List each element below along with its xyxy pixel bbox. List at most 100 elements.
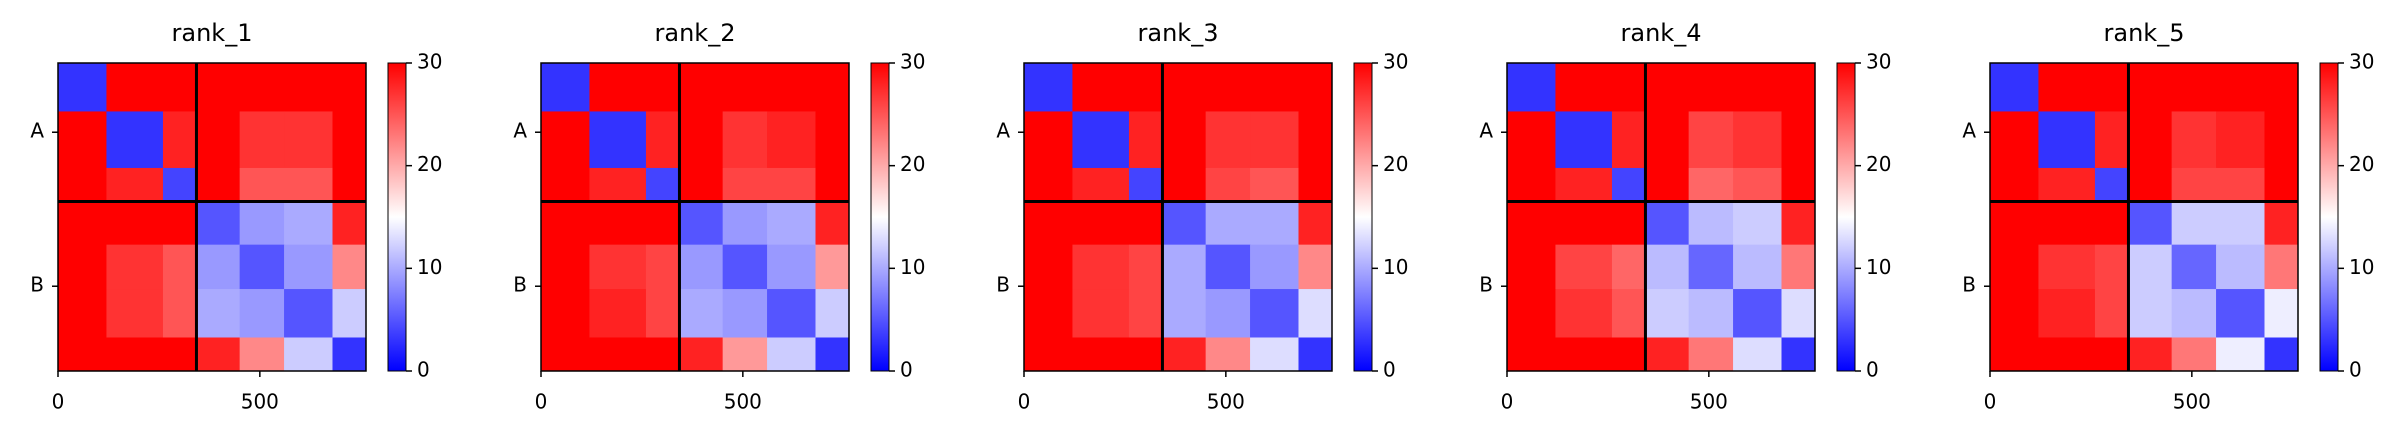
heatmap-cell [196,244,241,290]
heatmap-cell [2264,167,2299,202]
heatmap-cell [284,289,333,338]
heatmap-cell [332,111,367,169]
heatmap-cell [1611,289,1646,338]
heatmap-cell [2264,337,2299,372]
heatmap-cell [1205,63,1251,112]
heatmap-cell [2171,201,2217,246]
heatmap-cell [1205,244,1251,290]
heatmap-cell [1205,111,1251,169]
y-tick-label: B [1479,273,1493,297]
heatmap-cell [1990,201,2039,246]
heatmap-cell [1250,244,1299,290]
heatmap-cell [1781,201,1816,246]
heatmap-cell [1298,201,1333,246]
heatmap-cell [1733,111,1782,169]
heatmap-cell [1990,63,2039,112]
heatmap-cell [645,337,680,372]
heatmap-cell [1733,337,1782,372]
heatmap-cell [239,289,285,338]
heatmap-cell [1688,289,1734,338]
heatmap-cell [815,111,850,169]
heatmap-cell [1250,289,1299,338]
heatmap-cell [2038,111,2096,169]
heatmap-cell [767,244,816,290]
heatmap-cell [1298,111,1333,169]
heatmap-cell [58,244,107,290]
colorbar-tick-label: 20 [1383,152,1408,176]
colorbar-tick-label: 30 [2349,50,2374,74]
heatmap-cell [1611,63,1646,112]
heatmap-cell [2094,111,2129,169]
colorbar-tick-label: 20 [1866,152,1891,176]
heatmap-cell [1781,289,1816,338]
heatmap-cell [1250,201,1299,246]
y-tick-label: B [30,273,44,297]
heatmap-cell [239,111,285,169]
axes-frame [1989,62,2299,372]
heatmap-cell [2216,63,2265,112]
heatmap-cell [1128,201,1163,246]
heatmap-cell [2094,63,2129,112]
heatmap-cell [2264,201,2299,246]
colorbar-tick-label: 10 [2349,255,2374,279]
heatmap-cell [1611,201,1646,246]
heatmap-cell [1781,244,1816,290]
heatmap-cell [1205,201,1251,246]
heatmap-cell [722,111,768,169]
heatmap-cell [2094,167,2129,202]
colorbar-tick-label: 10 [417,255,442,279]
heatmap-cell [1298,244,1333,290]
heatmap-cell [1990,337,2039,372]
y-tick-label: B [996,273,1010,297]
x-tick-label: 500 [241,390,279,414]
heatmap-cell [589,337,647,372]
heatmap-cell [2128,289,2173,338]
heatmap-cell [1611,111,1646,169]
heatmap-cell [1688,63,1734,112]
heatmap-cell [1072,111,1130,169]
heatmap-cell [767,201,816,246]
heatmap-cell [1507,289,1556,338]
heatmap-cell [1162,167,1207,202]
heatmap-cell [58,201,107,246]
heatmap-cell [679,289,724,338]
heatmap-cell [1298,167,1333,202]
heatmap-cell [332,337,367,372]
heatmap-cell [2216,337,2265,372]
heatmap-cell [2128,201,2173,246]
heatmap-cell [767,63,816,112]
heatmap-cell [106,289,164,338]
heatmap-cell [1611,167,1646,202]
colorbar-tick-label: 0 [2349,358,2362,382]
y-tick-label: A [996,119,1010,143]
heatmap-cell [1024,289,1073,338]
heatmap-cell [239,201,285,246]
colorbar [2319,62,2339,372]
heatmap-cell [767,289,816,338]
heatmap-cell [1990,244,2039,290]
heatmap-cell [284,244,333,290]
heatmap-cell [1688,201,1734,246]
heatmap-cell [1688,111,1734,169]
heatmap-cell [196,201,241,246]
heatmap-cell [58,337,107,372]
heatmap-cell [589,111,647,169]
heatmap-cell [1990,111,2039,169]
heatmap-cell [1781,111,1816,169]
heatmap-cell [2128,244,2173,290]
heatmap-cell [1205,289,1251,338]
axes-frame [57,62,367,372]
heatmap-cell [1645,167,1690,202]
heatmap-cell [1990,289,2039,338]
heatmap-cell [1507,167,1556,202]
heatmap-cell [767,111,816,169]
heatmap-cell [2264,63,2299,112]
heatmap-cell [162,244,197,290]
heatmap-cell [815,63,850,112]
heatmap-cell [645,201,680,246]
heatmap-cell [1024,337,1073,372]
heatmap-cell [1024,111,1073,169]
heatmap-cell [2264,289,2299,338]
heatmap-cell [2216,244,2265,290]
heatmap-cell [1733,201,1782,246]
